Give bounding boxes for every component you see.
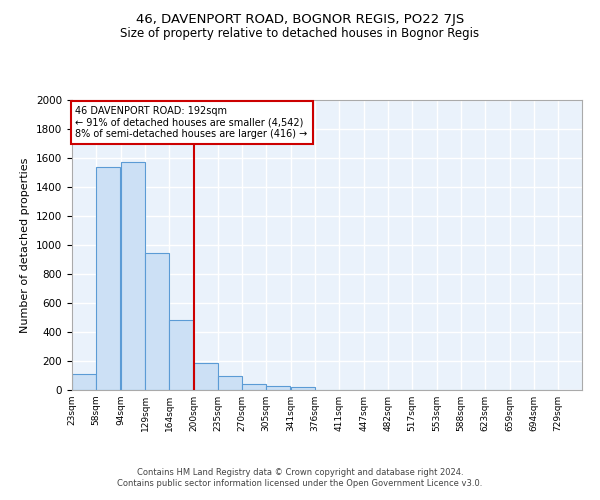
Bar	[72, 374, 96, 390]
Bar	[218, 376, 242, 390]
Bar	[242, 384, 266, 390]
Bar	[291, 388, 315, 390]
Bar	[121, 162, 145, 390]
Text: Contains HM Land Registry data © Crown copyright and database right 2024.
Contai: Contains HM Land Registry data © Crown c…	[118, 468, 482, 487]
Bar	[169, 320, 193, 390]
Bar	[96, 166, 120, 390]
Text: 46, DAVENPORT ROAD, BOGNOR REGIS, PO22 7JS: 46, DAVENPORT ROAD, BOGNOR REGIS, PO22 7…	[136, 12, 464, 26]
Y-axis label: Number of detached properties: Number of detached properties	[20, 158, 31, 332]
Text: Size of property relative to detached houses in Bognor Regis: Size of property relative to detached ho…	[121, 28, 479, 40]
Bar	[266, 386, 290, 390]
Text: 46 DAVENPORT ROAD: 192sqm
← 91% of detached houses are smaller (4,542)
8% of sem: 46 DAVENPORT ROAD: 192sqm ← 91% of detac…	[76, 106, 308, 139]
Bar	[145, 253, 169, 390]
Bar	[194, 364, 218, 390]
